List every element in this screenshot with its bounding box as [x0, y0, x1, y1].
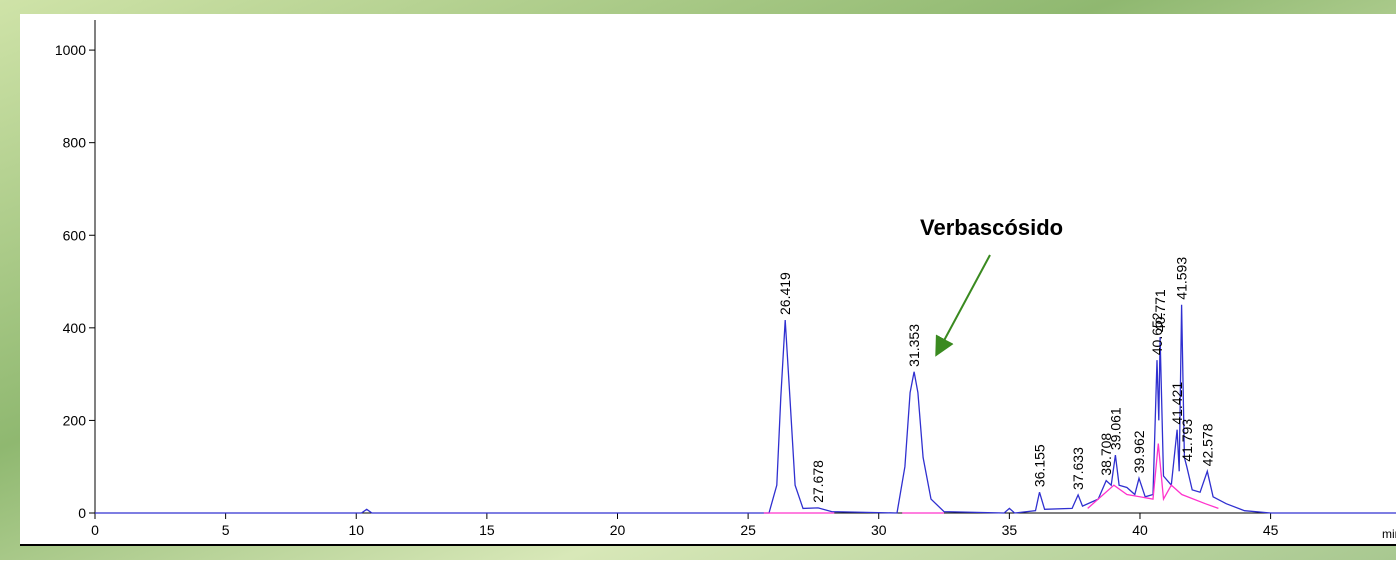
peak-label: 36.155 — [1032, 444, 1048, 487]
peak-label: 39.962 — [1131, 430, 1147, 473]
y-tick-label: 400 — [63, 320, 87, 336]
x-tick-label: 25 — [740, 522, 756, 538]
x-tick-label: 0 — [91, 522, 99, 538]
x-tick-label: 35 — [1002, 522, 1018, 538]
x-axis-label: min — [1382, 527, 1396, 541]
peak-label: 41.593 — [1174, 257, 1190, 300]
annotation: Verbascósido — [920, 215, 1063, 240]
chart: Verbascósido min 0 200 400 600 800 1000 0 5 10 15… — [0, 0, 1396, 560]
peak-label: 39.061 — [1107, 407, 1123, 450]
x-tick-label: 10 — [348, 522, 364, 538]
page: Verbascósido min 0 200 400 600 800 1000 0 5 10 15… — [0, 0, 1396, 560]
peak-label: 41.793 — [1179, 419, 1195, 462]
x-tick-label: 30 — [871, 522, 887, 538]
y-tick-label: 0 — [78, 505, 86, 521]
y-tick-label: 600 — [63, 227, 87, 243]
x-tick-label: 45 — [1263, 522, 1279, 538]
peak-label: 40.771 — [1152, 289, 1168, 332]
y-tick-label: 200 — [63, 412, 87, 428]
x-tick-label: 20 — [610, 522, 626, 538]
x-tick-label: 5 — [222, 522, 230, 538]
peak-label: 26.419 — [777, 272, 793, 315]
peak-label: 27.678 — [810, 460, 826, 503]
y-tick-label: 800 — [63, 135, 87, 151]
peak-label: 31.353 — [906, 324, 922, 367]
peak-label: 42.578 — [1199, 423, 1215, 466]
y-tick-label: 1000 — [55, 42, 86, 58]
peak-label: 37.633 — [1070, 447, 1086, 490]
x-tick-label: 15 — [479, 522, 495, 538]
x-tick-label: 40 — [1132, 522, 1148, 538]
peak-label: 41.421 — [1169, 382, 1185, 425]
